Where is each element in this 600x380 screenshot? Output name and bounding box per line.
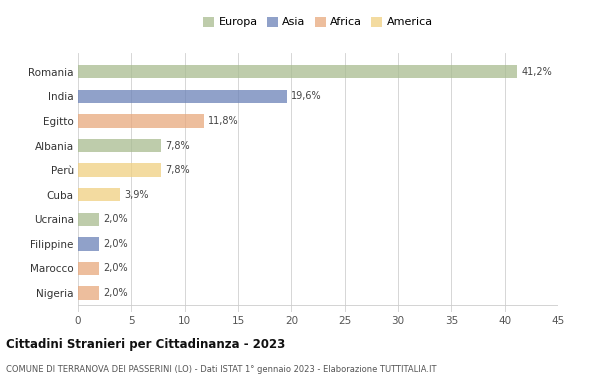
Bar xyxy=(78,212,100,226)
Text: 7,8%: 7,8% xyxy=(166,165,190,175)
Bar xyxy=(78,139,161,152)
Text: 2,0%: 2,0% xyxy=(104,263,128,274)
Text: 7,8%: 7,8% xyxy=(166,141,190,150)
Text: 3,9%: 3,9% xyxy=(124,190,148,200)
Legend: Europa, Asia, Africa, America: Europa, Asia, Africa, America xyxy=(199,12,437,32)
Bar xyxy=(78,262,100,275)
Text: 2,0%: 2,0% xyxy=(104,288,128,298)
Text: 2,0%: 2,0% xyxy=(104,214,128,224)
Text: COMUNE DI TERRANOVA DEI PASSERINI (LO) - Dati ISTAT 1° gennaio 2023 - Elaborazio: COMUNE DI TERRANOVA DEI PASSERINI (LO) -… xyxy=(6,365,437,374)
Bar xyxy=(78,286,100,300)
Text: 2,0%: 2,0% xyxy=(104,239,128,249)
Text: 41,2%: 41,2% xyxy=(522,67,553,77)
Bar xyxy=(78,188,119,201)
Bar xyxy=(78,65,517,79)
Bar xyxy=(78,90,287,103)
Text: 19,6%: 19,6% xyxy=(292,91,322,101)
Text: Cittadini Stranieri per Cittadinanza - 2023: Cittadini Stranieri per Cittadinanza - 2… xyxy=(6,338,285,351)
Text: 11,8%: 11,8% xyxy=(208,116,239,126)
Bar xyxy=(78,237,100,251)
Bar xyxy=(78,114,204,128)
Bar xyxy=(78,163,161,177)
